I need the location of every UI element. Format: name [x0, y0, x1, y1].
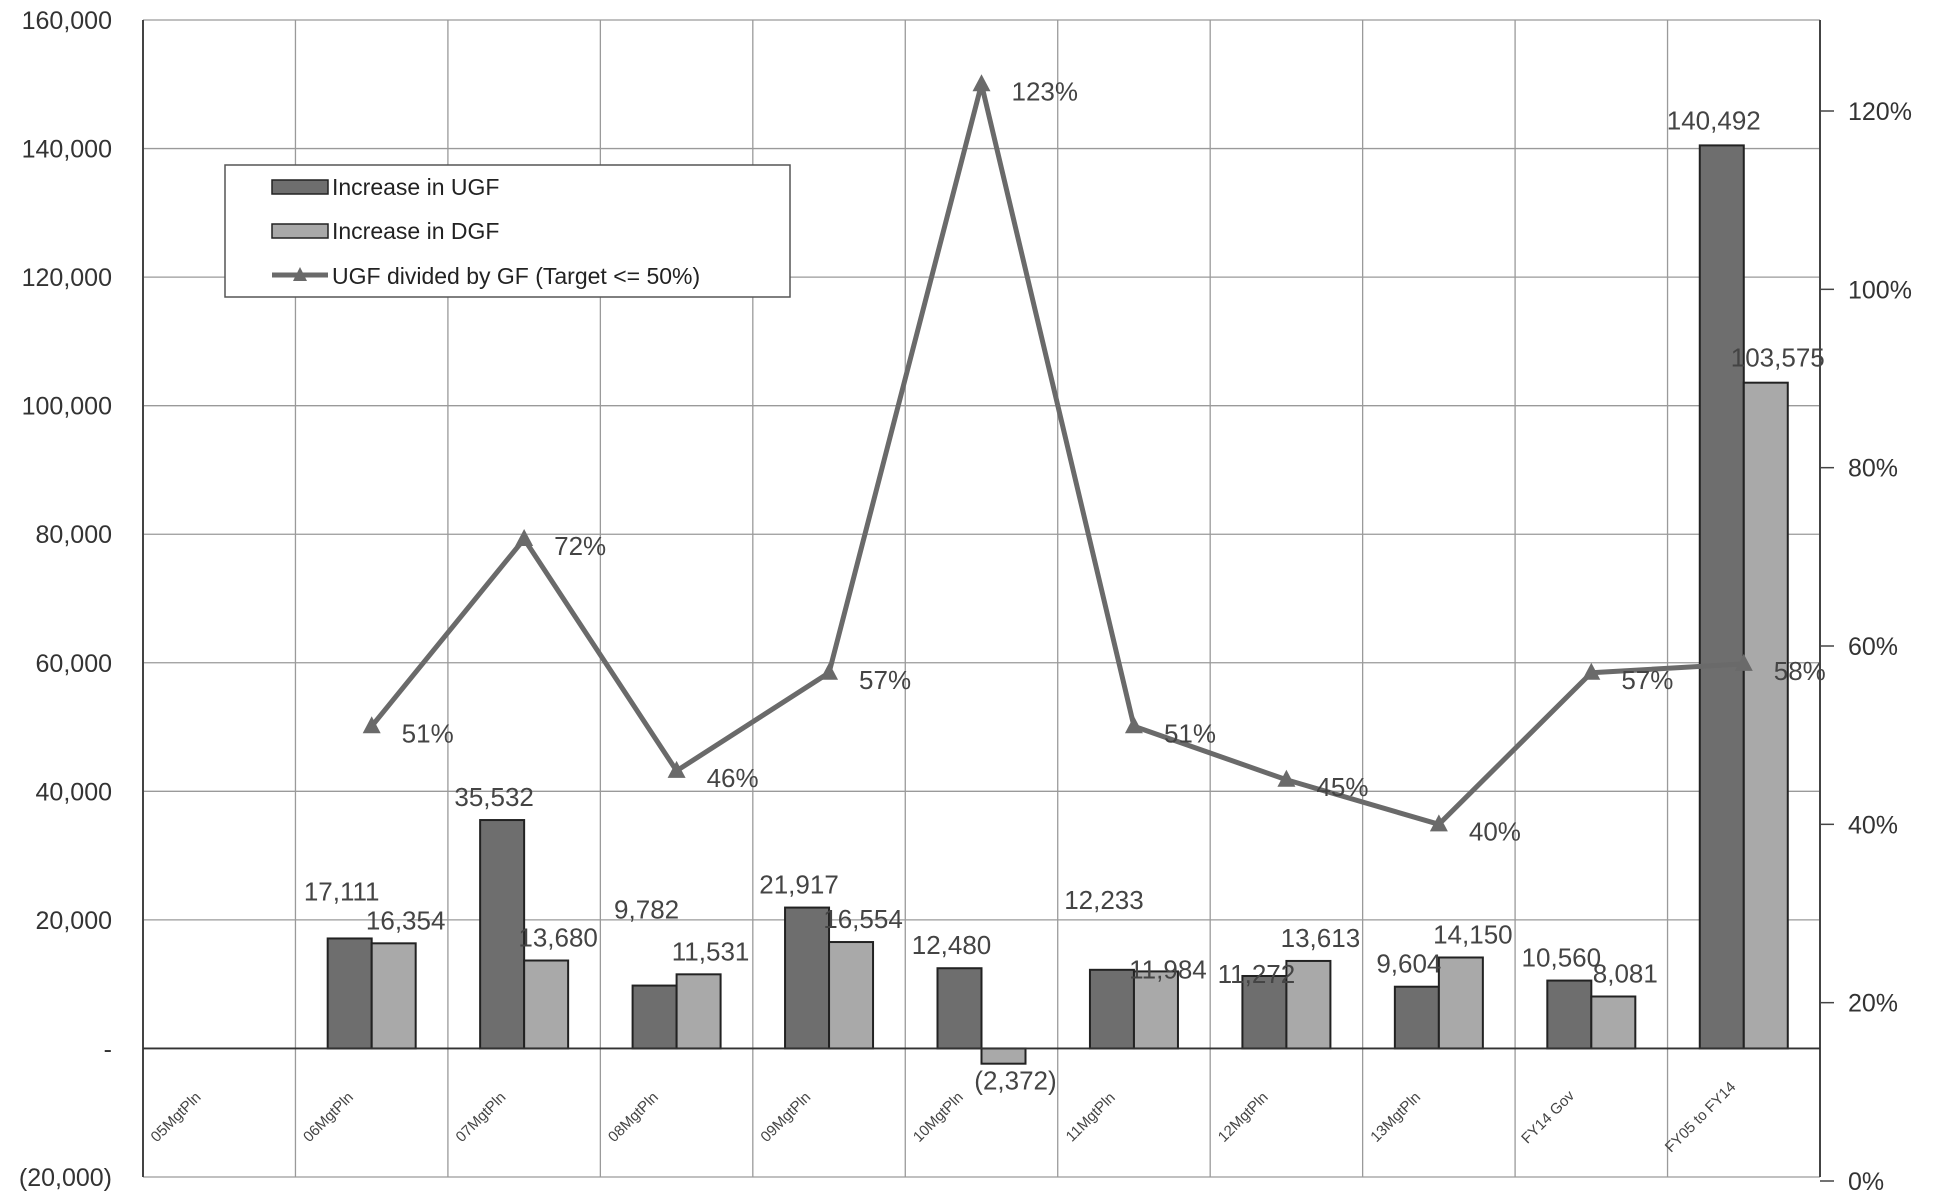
y-tick-label: (20,000) [19, 1164, 112, 1192]
ugf-data-label: 12,233 [1064, 885, 1144, 915]
bar-dgf [1590, 995, 1637, 1050]
dgf-data-label: 13,613 [1281, 923, 1361, 953]
bar-dgf [675, 973, 722, 1050]
ratio-data-label: 58% [1774, 656, 1826, 686]
legend-marker-ratio [293, 267, 307, 281]
ratio-data-label: 51% [1164, 718, 1216, 748]
ratio-data-label: 40% [1469, 816, 1521, 846]
y-tick-label: 80,000 [36, 521, 112, 549]
dgf-data-label: (2,372) [974, 1066, 1056, 1096]
bar-ugf [631, 984, 678, 1050]
ugf-data-label: 12,480 [912, 930, 992, 960]
ugf-data-label: 17,111 [304, 876, 380, 906]
ugf-data-label: 35,532 [454, 782, 534, 812]
x-tick-label: 10MgtPln [910, 1089, 967, 1146]
x-tick-label: 12MgtPln [1215, 1089, 1272, 1146]
y-tick-label: 60,000 [36, 650, 112, 678]
ratio-marker [1124, 716, 1143, 734]
ratio-data-label: 72% [554, 531, 606, 561]
y-tick-label: 100,000 [22, 393, 112, 421]
legend-label-ugf: Increase in UGF [332, 174, 499, 200]
bar-ugf [1088, 968, 1135, 1050]
ugf-data-label: 10,560 [1522, 943, 1602, 973]
y2-tick-label: 40% [1848, 811, 1898, 839]
bar-ugf [1393, 985, 1440, 1050]
ugf-data-label: 9,782 [614, 895, 679, 925]
y-tick-label: 140,000 [22, 136, 112, 164]
x-tick-label: 07MgtPln [453, 1089, 510, 1146]
y-tick-label: 160,000 [22, 7, 112, 35]
y2-tick-label: 120% [1848, 98, 1912, 126]
bars [326, 144, 1789, 1065]
ratio-marker [515, 529, 534, 546]
y2-tick-label: 20% [1848, 990, 1898, 1018]
dgf-data-label: 11,984 [1129, 954, 1207, 984]
y-tick-label: 120,000 [22, 264, 112, 292]
ugf-data-label: 11,272 [1218, 959, 1296, 989]
bar-dgf [1437, 956, 1484, 1050]
bar-dgf [980, 1047, 1027, 1065]
dgf-data-label: 14,150 [1433, 919, 1513, 949]
ratio-data-label: 57% [1621, 665, 1673, 695]
x-tick-label: 06MgtPln [300, 1089, 357, 1146]
ratio-data-label: 45% [1316, 772, 1368, 802]
x-tick-label: 09MgtPln [757, 1089, 814, 1146]
x-tick-label: 08MgtPln [605, 1089, 662, 1146]
dgf-data-label: 16,554 [823, 904, 903, 934]
ratio-data-label: 51% [402, 718, 454, 748]
y2-tick-label: 100% [1848, 276, 1912, 304]
y2-tick-label: 60% [1848, 633, 1898, 661]
x-tick-label: FY14 Gov [1518, 1087, 1578, 1147]
ratio-data-label: 57% [859, 665, 911, 695]
x-tick-label: FY05 to FY14 [1662, 1079, 1739, 1156]
bar-ugf [1546, 979, 1593, 1050]
dgf-data-label: 11,531 [672, 936, 750, 966]
ratio-marker [972, 74, 991, 92]
dgf-data-label: 16,354 [366, 905, 446, 935]
ugf-data-label: 9,604 [1376, 949, 1441, 979]
bar-ugf [936, 967, 983, 1050]
bar-dgf [523, 959, 570, 1050]
y2-tick-label: 80% [1848, 455, 1898, 483]
x-tick-label: 11MgtPln [1063, 1089, 1119, 1145]
ratio-marker [667, 760, 686, 778]
y-tick-label: - [104, 1035, 112, 1063]
ratio-data-label: 123% [1012, 76, 1079, 106]
legend: Increase in UGF Increase in DGF UGF divi… [224, 164, 791, 298]
legend-label-dgf: Increase in DGF [332, 218, 499, 244]
bar-ugf [784, 906, 831, 1050]
ratio-polyline [369, 81, 1744, 827]
legend-swatch-ugf [271, 179, 329, 195]
bar-dgf [370, 942, 417, 1050]
y2-tick-label: 0% [1848, 1168, 1884, 1196]
dgf-data-label: 13,680 [518, 923, 598, 953]
x-tick-label: 13MgtPln [1367, 1089, 1424, 1146]
ugf-data-label: 21,917 [759, 870, 839, 900]
ratio-marker [820, 662, 839, 680]
ratio-data-label: 46% [707, 763, 759, 793]
dgf-data-label: 103,575 [1731, 343, 1825, 373]
y-tick-label: 40,000 [36, 778, 112, 806]
ratio-marker [1582, 662, 1601, 680]
ratio-marker [1734, 653, 1753, 671]
legend-label-ratio: UGF divided by GF (Target <= 50%) [332, 263, 700, 289]
ratio-marker [1429, 814, 1448, 832]
data-labels: 17,111 35,532 9,782 21,917 12,480 12,233 11,27… [304, 76, 1826, 1095]
y-tick-label: 20,000 [36, 907, 112, 935]
ratio-marker [362, 716, 381, 734]
bar-dgf [828, 941, 875, 1050]
ratio-line [362, 74, 1753, 832]
bar-ugf [326, 937, 373, 1050]
bar-ugf [1698, 144, 1745, 1050]
bar-dgf [1285, 959, 1332, 1050]
legend-swatch-dgf [271, 223, 329, 239]
dgf-data-label: 8,081 [1593, 959, 1658, 989]
ratio-marker [1277, 769, 1296, 787]
x-tick-label: 05MgtPln [148, 1089, 205, 1146]
ugf-data-label: 140,492 [1667, 105, 1761, 135]
bar-dgf [1742, 381, 1789, 1050]
